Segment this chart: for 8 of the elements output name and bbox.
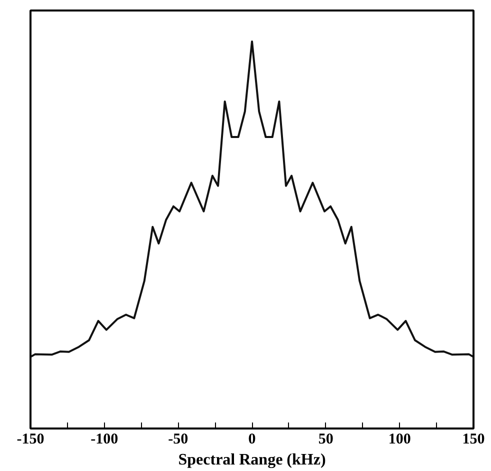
x-tick-label: 0	[248, 432, 256, 448]
x-tick-label: -100	[90, 432, 118, 448]
x-tick-label: 150	[462, 432, 485, 448]
x-tick-label: -150	[16, 432, 44, 448]
x-tick-label: -50	[168, 432, 188, 448]
x-tick-label: 50	[318, 432, 334, 448]
x-axis-title: Spectral Range (kHz)	[178, 452, 326, 468]
x-tick-label: 100	[388, 432, 411, 448]
